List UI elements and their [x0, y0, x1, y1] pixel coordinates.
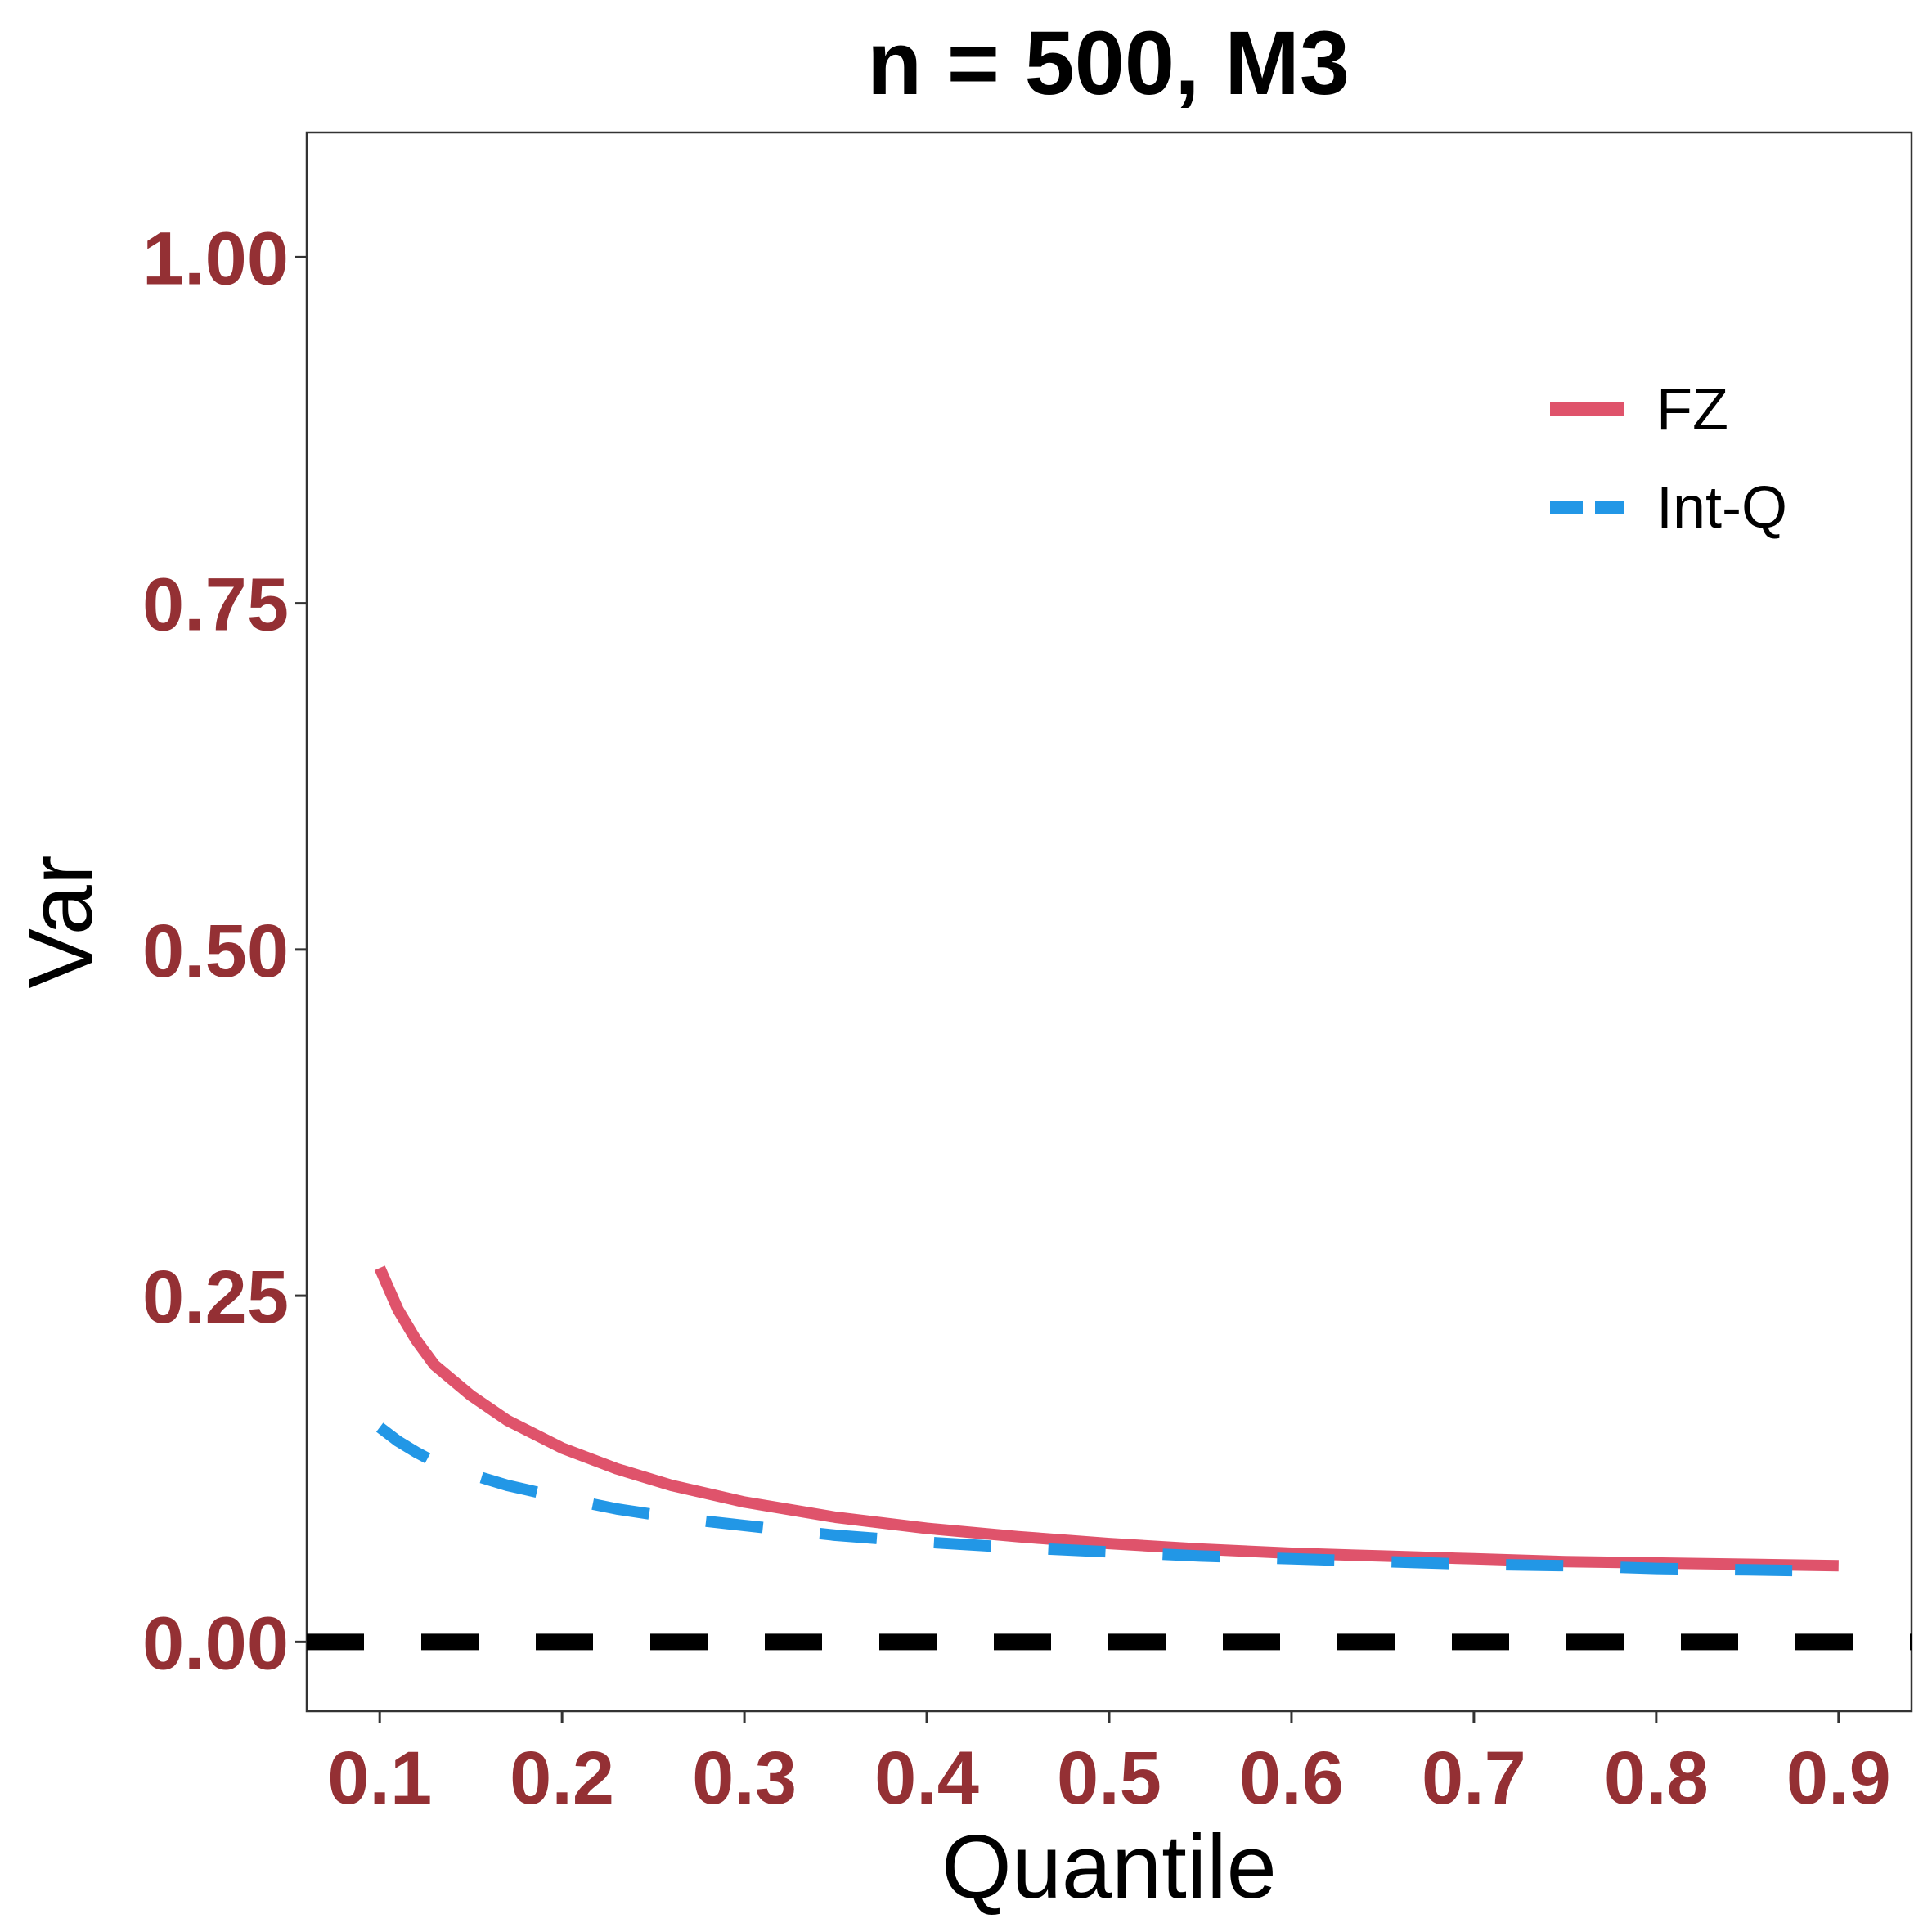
- y-axis: 0.00 0.25 0.50 0.75 1.00: [142, 217, 307, 1685]
- x-tick-label: 0.6: [1239, 1737, 1344, 1820]
- x-tick-label: 0.3: [692, 1737, 797, 1820]
- chart-title: n = 500, M3: [867, 13, 1350, 114]
- legend: FZ Int-Q: [1550, 377, 1787, 541]
- y-tick-label: 0.25: [142, 1256, 289, 1339]
- y-tick-label: 0.50: [142, 910, 289, 993]
- y-tick-label: 0.00: [142, 1602, 289, 1685]
- x-tick-label: 0.1: [327, 1737, 432, 1820]
- x-tick-label: 0.5: [1057, 1737, 1161, 1820]
- x-tick-label: 0.4: [874, 1737, 979, 1820]
- plot-panel: [305, 131, 1913, 1713]
- series-line-int-q: [375, 1422, 1839, 1577]
- x-axis: 0.1 0.2 0.3 0.4 0.5 0.6 0.7 0.8 0.9: [327, 1711, 1891, 1820]
- y-tick-label: 0.75: [142, 564, 289, 647]
- legend-label: Int-Q: [1656, 475, 1787, 541]
- x-tick-label: 0.8: [1604, 1737, 1709, 1820]
- x-axis-title: Quantile: [941, 1817, 1277, 1917]
- x-tick-label: 0.9: [1786, 1737, 1891, 1820]
- y-axis-title: Var: [11, 855, 111, 988]
- legend-label: FZ: [1656, 377, 1728, 443]
- x-tick-label: 0.7: [1422, 1737, 1526, 1820]
- series-layer: [374, 1265, 1839, 1577]
- y-tick-label: 1.00: [142, 217, 289, 300]
- x-tick-label: 0.2: [510, 1737, 614, 1820]
